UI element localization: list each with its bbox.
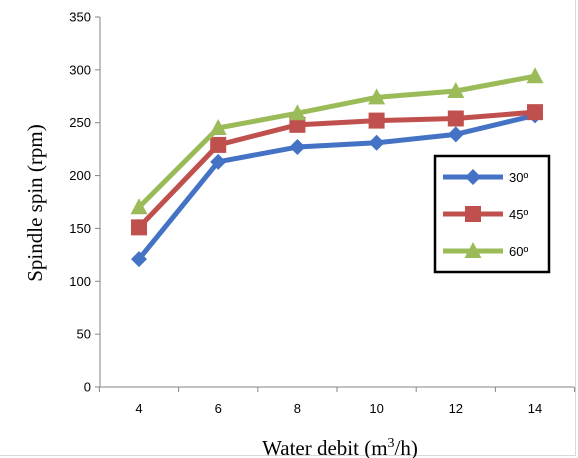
y-axis-title: Spindle spin (rpm) [23,124,47,282]
y-tick-label: 50 [77,327,91,342]
legend: 30º 45º 60º [433,154,551,274]
y-tick-label: 250 [69,115,91,130]
y-tick-label: 200 [69,168,91,183]
legend-marker [464,242,482,258]
series-line [136,112,538,262]
legend-entry: 30º [443,169,528,185]
data-point [527,104,543,121]
x-tick-label: 10 [369,401,383,416]
series-line [136,73,538,210]
y-tick-label: 100 [69,274,91,289]
data-point [447,126,464,143]
data-point [368,134,385,151]
data-point [447,110,464,127]
data-point [368,88,386,105]
series-3 [130,67,544,215]
data-point [289,116,306,133]
x-tick-label: 8 [294,401,301,416]
data-point [131,219,147,236]
legend-label: 45º [509,207,528,222]
x-tick-label: 6 [215,401,222,416]
x-tick-label: 12 [449,401,463,416]
legend-label: 30º [509,170,528,185]
data-point [288,104,306,121]
data-point [289,139,306,156]
x-axis-title: Water debit (m3/h) [262,436,418,458]
data-point [131,251,147,268]
series-2 [131,104,543,236]
series-line [136,109,538,230]
y-tick-label: 350 [69,10,91,25]
data-point [526,67,544,84]
data-point [130,198,148,215]
y-tick-label: 150 [69,221,91,236]
x-tick-label: 4 [135,401,142,416]
y-tick-label: 0 [84,380,91,395]
legend-marker [465,169,481,185]
legend-entry: 60º [443,242,528,259]
y-tick-label: 300 [69,62,91,77]
legend-marker [465,206,481,222]
axes: 0 50 100 150 200 250 300 350 4 6 8 10 12 14 [69,10,576,416]
data-point [447,82,465,98]
legend-label: 60º [509,244,528,259]
series-layer [130,67,544,268]
data-point [210,153,227,170]
data-point [210,136,227,153]
data-point [368,112,385,129]
x-tick-label: 14 [528,401,542,416]
data-point [209,119,227,135]
legend-entry: 45º [443,206,528,222]
